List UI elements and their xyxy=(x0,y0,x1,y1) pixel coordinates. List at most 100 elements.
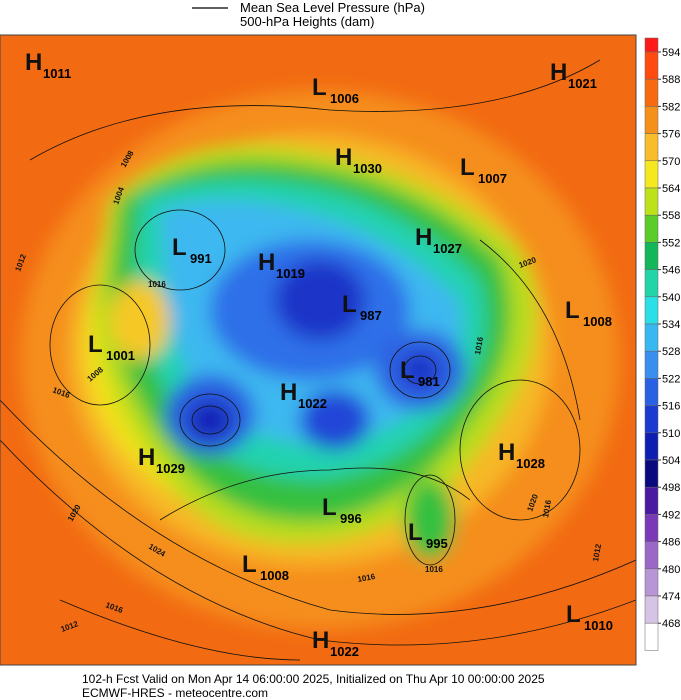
pressure-center: H 1028 xyxy=(498,439,545,471)
colorbar-swatch xyxy=(644,378,659,406)
colorbar-swatch xyxy=(644,160,659,189)
colorbar-label: 594 xyxy=(662,47,680,59)
center-pressure: 1019 xyxy=(276,266,305,281)
center-pressure: 1027 xyxy=(433,241,462,256)
footer-text: 102-h Fcst Valid on Mon Apr 14 06:00:00 … xyxy=(82,672,545,686)
colorbar-swatch xyxy=(644,37,659,53)
colorbar-label: 588 xyxy=(662,74,680,86)
center-type: L xyxy=(400,357,415,384)
colorbar-swatch xyxy=(644,269,659,298)
center-type: H xyxy=(415,224,432,251)
colorbar-swatch xyxy=(644,296,659,325)
colorbar-label: 528 xyxy=(662,346,680,358)
colorbar-swatch xyxy=(644,622,659,651)
isobar-label: 1016 xyxy=(541,499,553,519)
colorbar-label: 516 xyxy=(662,401,680,413)
isobar-label: 1016 xyxy=(425,565,443,574)
colorbar-label: 492 xyxy=(662,509,680,521)
center-type: L xyxy=(322,494,337,521)
colorbar-label: 504 xyxy=(662,455,680,467)
colorbar-label: 552 xyxy=(662,237,680,249)
pressure-center: L 1007 xyxy=(460,154,507,186)
colorbar-swatch xyxy=(644,595,659,624)
pressure-center: L 1001 xyxy=(88,331,135,363)
center-type: L xyxy=(566,601,581,628)
pressure-center: L 981 xyxy=(400,357,440,389)
colorbar-swatch xyxy=(644,187,659,216)
isobar-label: 1012 xyxy=(591,543,603,563)
colorbar-swatch xyxy=(644,133,659,162)
center-type: H xyxy=(312,627,329,654)
center-type: H xyxy=(498,439,515,466)
colorbar-swatch xyxy=(644,214,659,243)
center-pressure: 987 xyxy=(360,308,382,323)
center-pressure: 1010 xyxy=(584,618,613,633)
center-type: L xyxy=(88,331,103,358)
colorbar-label: 510 xyxy=(662,428,680,440)
colorbar-label: 540 xyxy=(662,292,680,304)
pressure-center: L 987 xyxy=(342,291,382,323)
isobar-label: 1016 xyxy=(473,336,485,356)
colorbar-swatch xyxy=(644,405,659,434)
colorbar-swatch xyxy=(644,78,659,107)
center-type: L xyxy=(172,234,187,261)
center-type: L xyxy=(312,74,327,101)
center-pressure: 1030 xyxy=(353,161,382,176)
colorbar-swatch xyxy=(644,432,659,461)
center-pressure: 995 xyxy=(426,536,448,551)
colorbar-label: 576 xyxy=(662,129,680,141)
center-pressure: 1029 xyxy=(156,461,185,476)
pressure-center: H 1030 xyxy=(335,144,382,176)
isobar-label: 1016 xyxy=(357,572,377,584)
center-type: L xyxy=(408,519,423,546)
center-type: L xyxy=(242,551,257,578)
center-type: L xyxy=(342,291,357,318)
center-pressure: 1007 xyxy=(478,171,507,186)
pressure-center: L 1008 xyxy=(565,297,612,329)
center-pressure: 1028 xyxy=(516,456,545,471)
center-pressure: 1001 xyxy=(106,348,135,363)
colorbar-swatch xyxy=(644,323,659,352)
colorbar-label: 570 xyxy=(662,156,680,168)
legend-text: 500-hPa Heights (dam) xyxy=(240,14,374,29)
pressure-center: L 1010 xyxy=(566,601,613,633)
colorbar-swatch xyxy=(644,568,659,597)
colorbar-label: 534 xyxy=(662,319,680,331)
colorbar-swatch xyxy=(644,106,659,134)
colorbar-label: 564 xyxy=(662,183,680,195)
center-pressure: 991 xyxy=(190,251,212,266)
center-pressure: 996 xyxy=(340,511,362,526)
center-pressure: 1022 xyxy=(298,396,327,411)
colorbar-swatch xyxy=(644,459,659,488)
pressure-center: L 1006 xyxy=(312,74,359,106)
pressure-center: H 1019 xyxy=(258,249,305,281)
pressure-center: H 1011 xyxy=(25,49,71,81)
colorbar-swatch xyxy=(644,541,659,570)
center-type: H xyxy=(280,379,297,406)
center-pressure: 1006 xyxy=(330,91,359,106)
colorbar-label: 474 xyxy=(662,591,680,603)
colorbar-swatch xyxy=(644,51,659,80)
map-frame xyxy=(0,34,637,666)
center-type: L xyxy=(460,154,475,181)
center-type: L xyxy=(565,297,580,324)
center-pressure: 1022 xyxy=(330,644,359,659)
pressure-center: L 995 xyxy=(408,519,448,551)
isobar-label: 1016 xyxy=(148,280,166,289)
colorbar-swatch xyxy=(644,350,659,379)
pressure-center: H 1029 xyxy=(138,444,185,476)
isobars xyxy=(0,59,636,661)
center-pressure: 1021 xyxy=(568,76,597,91)
colorbar-label: 522 xyxy=(662,373,680,385)
colorbar-swatch xyxy=(644,486,659,515)
center-type: H xyxy=(258,249,275,276)
colorbar-label: 582 xyxy=(662,101,680,113)
center-pressure: 1008 xyxy=(583,314,612,329)
pressure-center: H 1021 xyxy=(550,59,597,91)
center-pressure: 1008 xyxy=(260,568,289,583)
colorbar-label: 498 xyxy=(662,482,680,494)
map xyxy=(0,35,636,665)
footer-text: ECMWF-HRES - meteocentre.com xyxy=(82,686,268,700)
colorbar-label: 546 xyxy=(662,265,680,277)
pressure-center: L 991 xyxy=(172,234,212,266)
